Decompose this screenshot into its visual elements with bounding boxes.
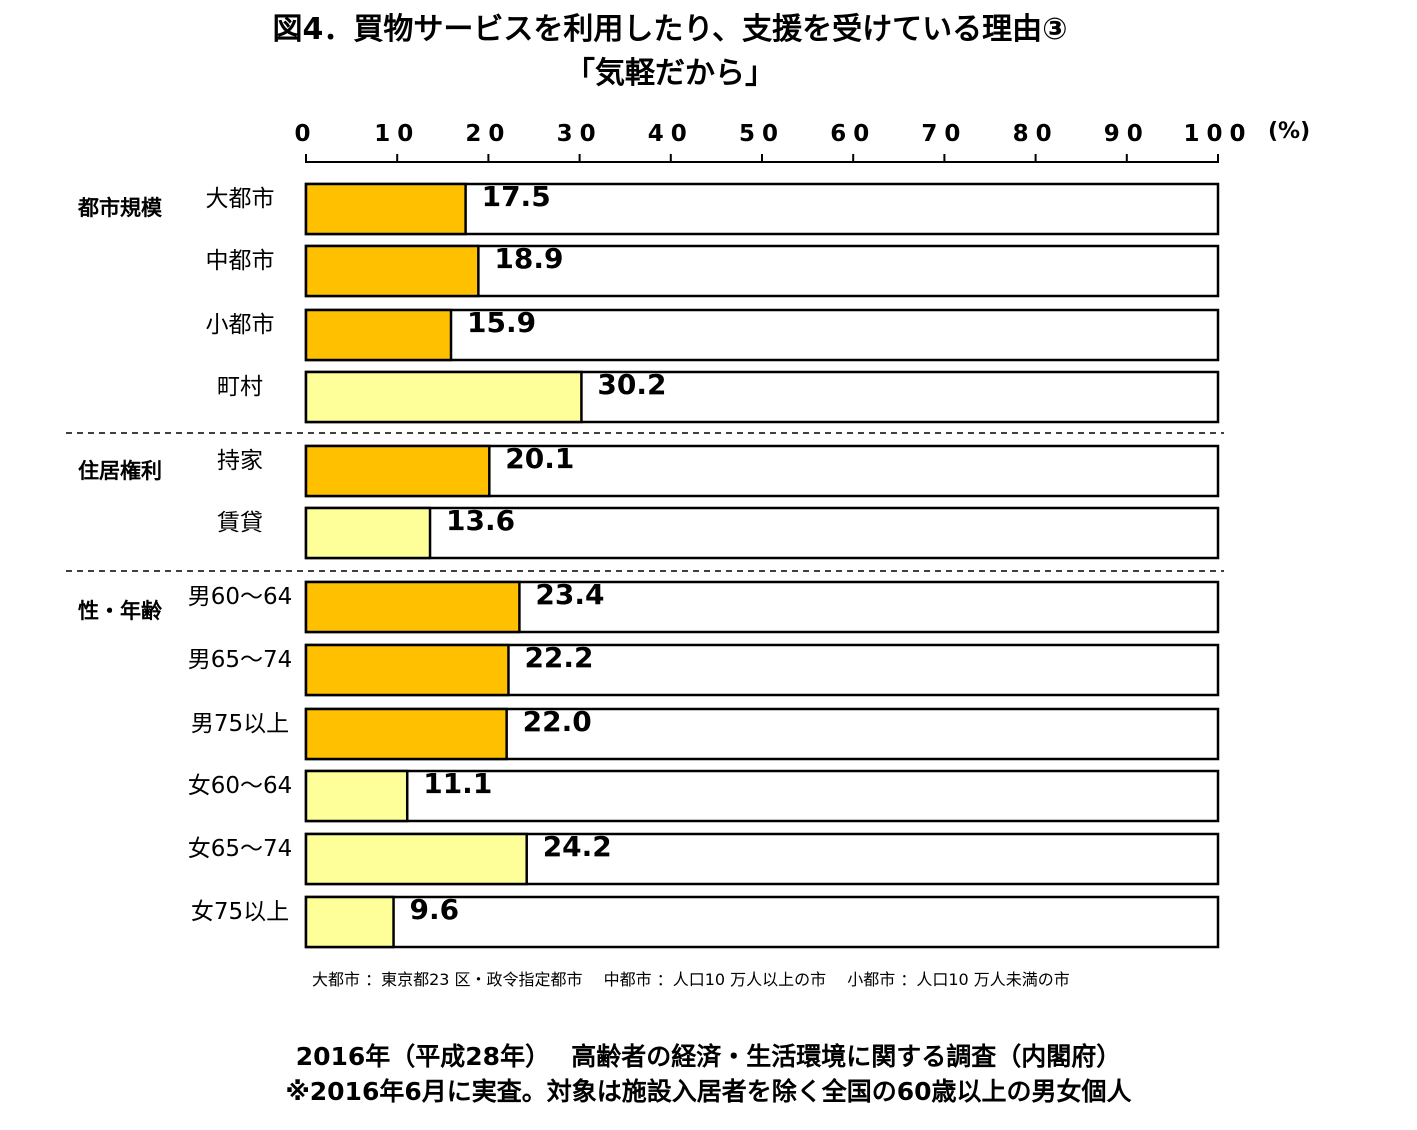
bar-track [304,895,1220,949]
survey-note: ※2016年6月に実査。対象は施設入居者を除く全国の60歳以上の男女個人 [285,1077,1132,1106]
category-label: 中都市 [206,248,275,274]
data-label: 13.6 [446,504,515,537]
bar [304,832,528,886]
bar [304,444,491,498]
city-size-note: 大都市 ：東京都23 区・政令指定都市 中都市 ：人口10 万人以上の市 小都市… [312,970,1070,989]
bar [304,769,409,823]
x-tick-label: 30 [557,121,603,147]
data-label: 22.0 [523,705,592,738]
data-label: 20.1 [505,442,574,475]
data-label: 15.9 [467,306,536,339]
category-label: 男65～74 [188,647,293,673]
bar [304,308,453,362]
bar [304,182,467,236]
category-label: 賃貸 [217,510,263,536]
data-label: 23.4 [535,578,604,611]
group-label: 都市規模 [77,196,163,220]
category-label: 男60～64 [188,584,293,610]
bar [304,244,480,298]
group-label: 住居権利 [78,459,162,483]
x-tick-label: 90 [1104,121,1150,147]
data-label: 18.9 [494,242,563,275]
x-tick-label: 60 [830,121,876,147]
category-label: 持家 [217,448,263,474]
category-label: 小都市 [206,312,275,338]
category-label: 女60～64 [188,773,293,799]
x-tick-label: 70 [921,121,967,147]
data-label: 30.2 [597,368,666,401]
bar [304,707,508,761]
bar [304,506,432,560]
category-label: 女75以上 [191,899,289,925]
x-tick-label: 0 [294,121,317,147]
data-label: 11.1 [423,767,492,800]
x-axis-unit: (%) [1268,119,1310,144]
category-label: 大都市 [206,186,275,212]
source-line: 2016年（平成28年） 高齢者の経済・生活環境に関する調査（内閣府） [295,1042,1122,1071]
x-tick-label: 40 [648,121,694,147]
bar-chart: 0 10 20 30 40 50 60 70 80 90 100 (%) 都市規模 大都市 17.5 中都市 1… [66,119,1310,949]
bar-track [304,506,1220,560]
category-label: 男75以上 [191,711,289,737]
bar [304,895,395,949]
bar [304,643,510,697]
x-tick-label: 20 [465,121,511,147]
x-tick-label: 50 [739,121,785,147]
chart-subtitle: 「気軽だから」 [565,56,775,91]
chart-title: 図4．買物サービスを利用したり、支援を受けている理由③ [272,12,1068,47]
group-label: 性・年齢 [78,599,163,623]
x-tick-label: 100 [1183,121,1252,147]
category-label: 町村 [217,374,263,400]
data-label: 22.2 [524,641,593,674]
data-label: 9.6 [410,893,460,926]
x-tick-label: 10 [374,121,420,147]
bar [304,370,583,424]
category-label: 女65～74 [188,836,293,862]
bar [304,580,521,634]
bar-track [304,769,1220,823]
data-label: 17.5 [482,180,551,213]
data-label: 24.2 [543,830,612,863]
x-tick-label: 80 [1013,121,1059,147]
